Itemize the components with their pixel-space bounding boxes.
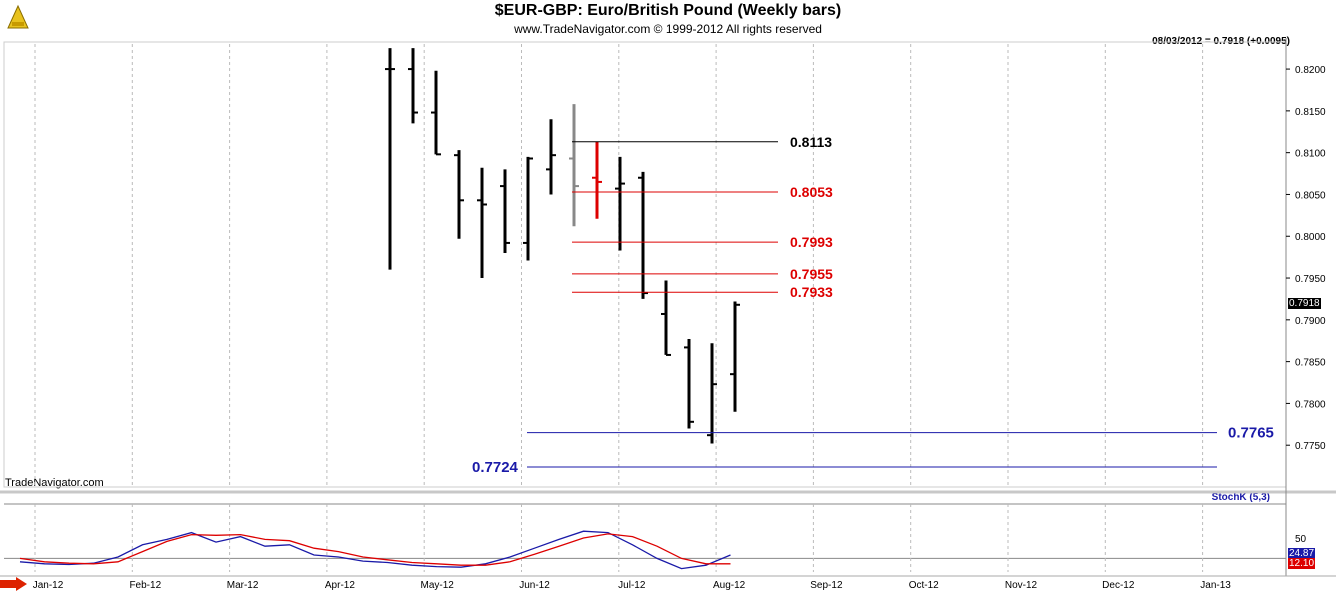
stoch-k-line (19, 530, 731, 570)
month-tick-label: Jan-13 (1200, 580, 1231, 591)
level-label: 0.7765 (1228, 425, 1274, 442)
level-label: 0.8113 (790, 134, 832, 150)
stoch-k-value-badge: 24.87 (1288, 548, 1316, 560)
month-tick-label: Apr-12 (325, 580, 355, 591)
month-tick-label: Jan-12 (33, 580, 64, 591)
level-label: 0.7955 (790, 266, 833, 282)
price-tick-label: 0.7750 (1295, 441, 1326, 452)
stoch-tick-label: 50 (1295, 534, 1307, 545)
price-tick-label: 0.7950 (1295, 274, 1326, 285)
level-label: 0.8053 (790, 184, 833, 200)
price-tick-label: 0.7800 (1295, 399, 1326, 410)
price-tick-label: 0.7850 (1295, 358, 1326, 369)
month-tick-label: Oct-12 (909, 580, 939, 591)
level-label: 0.7724 (472, 459, 519, 476)
price-tick-label: 0.8100 (1295, 149, 1326, 160)
stoch-d-line (19, 533, 731, 566)
level-label: 0.7933 (790, 284, 833, 300)
price-tick-label: 0.8150 (1295, 107, 1326, 118)
copyright-line: www.TradeNavigator.com © 1999-2012 All r… (514, 22, 822, 36)
stoch-d-value-badge: 12.10 (1288, 557, 1316, 569)
trade-navigator-logo-icon[interactable] (4, 4, 32, 32)
price-panel-frame (3, 41, 1287, 488)
price-tick-label: 0.8050 (1295, 190, 1326, 201)
level-label: 0.7993 (790, 234, 833, 250)
scroll-right-arrow-icon[interactable] (0, 577, 28, 591)
month-tick-label: May-12 (421, 580, 455, 591)
watermark: TradeNavigator.com (5, 477, 104, 489)
month-tick-label: Mar-12 (227, 580, 259, 591)
month-tick-label: Sep-12 (810, 580, 843, 591)
price-tick-label: 0.7900 (1295, 316, 1326, 327)
month-tick-label: Dec-12 (1102, 580, 1135, 591)
month-tick-label: Aug-12 (713, 580, 746, 591)
month-tick-label: Jul-12 (618, 580, 646, 591)
month-tick-label: Jun-12 (519, 580, 550, 591)
chart-title: $EUR-GBP: Euro/British Pound (Weekly bar… (494, 2, 842, 19)
month-tick-label: Nov-12 (1005, 580, 1038, 591)
stoch-panel-label: StochK (5,3) (1211, 492, 1270, 503)
price-tick-label: 0.8200 (1295, 65, 1326, 76)
month-tick-label: Feb-12 (129, 580, 161, 591)
price-tick-label: 0.8000 (1295, 232, 1326, 243)
last-price-badge: 0.7918 (1288, 297, 1321, 309)
